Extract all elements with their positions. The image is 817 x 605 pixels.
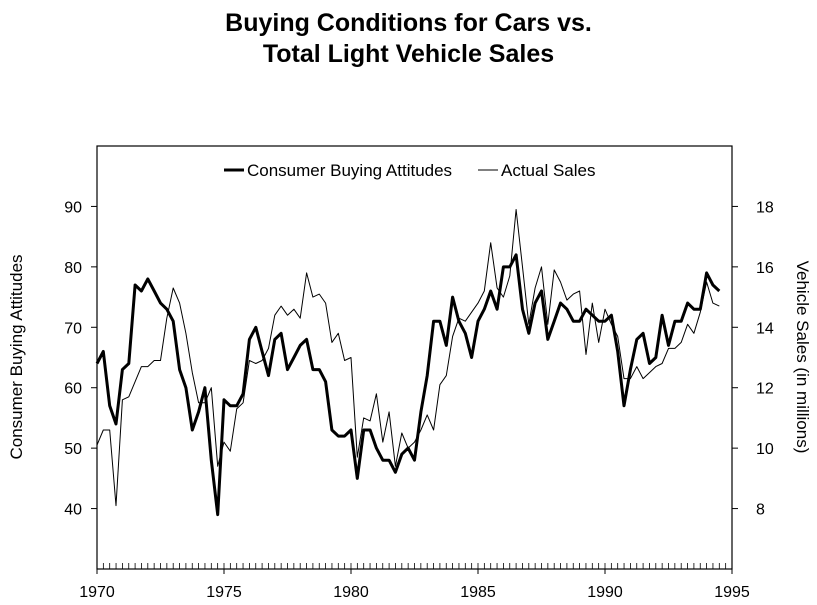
y-axis-left-tick-label: 70 (64, 320, 82, 337)
y-axis-right-tick-label: 8 (756, 502, 765, 519)
y-axis-left-tick-label: 40 (64, 502, 82, 519)
series-line-actual-sales (96, 209, 720, 507)
series-line-consumer-buying-attitudes (95, 253, 721, 517)
legend: Consumer Buying Attitudes Actual Sales (224, 161, 596, 180)
chart-title-line-2: Total Light Vehicle Sales (262, 40, 555, 68)
x-axis-tick-label: 1970 (79, 584, 115, 601)
y-axis-right-tick-label: 18 (756, 199, 774, 216)
y-axis-left-tick-label: 80 (64, 260, 82, 277)
y-axis-left-tick-label: 50 (64, 441, 82, 458)
chart-title-line-1: Buying Conditions for Cars vs. (225, 9, 592, 37)
legend-label-consumer-buying-attitudes: Consumer Buying Attitudes (247, 161, 452, 180)
x-axis-tick-label: 1980 (333, 584, 369, 601)
x-axis-tick-label: 1990 (587, 584, 623, 601)
y-axis-left-tick-label: 60 (64, 381, 82, 398)
series-layer (95, 209, 721, 517)
y-axis-right-tick-label: 16 (756, 260, 774, 277)
y-axis-left-tick-label: 90 (64, 199, 82, 216)
y-axis-right-tick-label: 12 (756, 381, 774, 398)
chart-title: Buying Conditions for Cars vs. Total Lig… (0, 8, 817, 70)
plot-area-frame (96, 145, 733, 570)
legend-label-actual-sales: Actual Sales (501, 161, 596, 180)
x-axis-tick-label: 1995 (714, 584, 750, 601)
y-axis-right-tick-label: 14 (756, 320, 774, 337)
y-axis-right-title: Vehicle Sales (in millions) (793, 261, 812, 454)
ticks-layer: 1970 1975 1980 1985 1990 1995 40 50 60 70 80 90 8 10 1… (64, 199, 774, 601)
y-axis-right-tick-label: 10 (756, 441, 774, 458)
y-axis-left-title: Consumer Buying Attitudes (7, 254, 26, 459)
x-axis-tick-label: 1975 (206, 584, 242, 601)
x-axis-tick-label: 1985 (460, 584, 496, 601)
